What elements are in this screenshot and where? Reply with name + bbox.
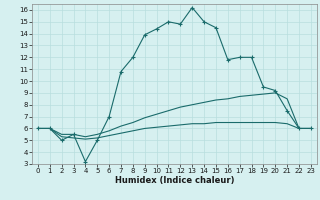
X-axis label: Humidex (Indice chaleur): Humidex (Indice chaleur) bbox=[115, 176, 234, 185]
